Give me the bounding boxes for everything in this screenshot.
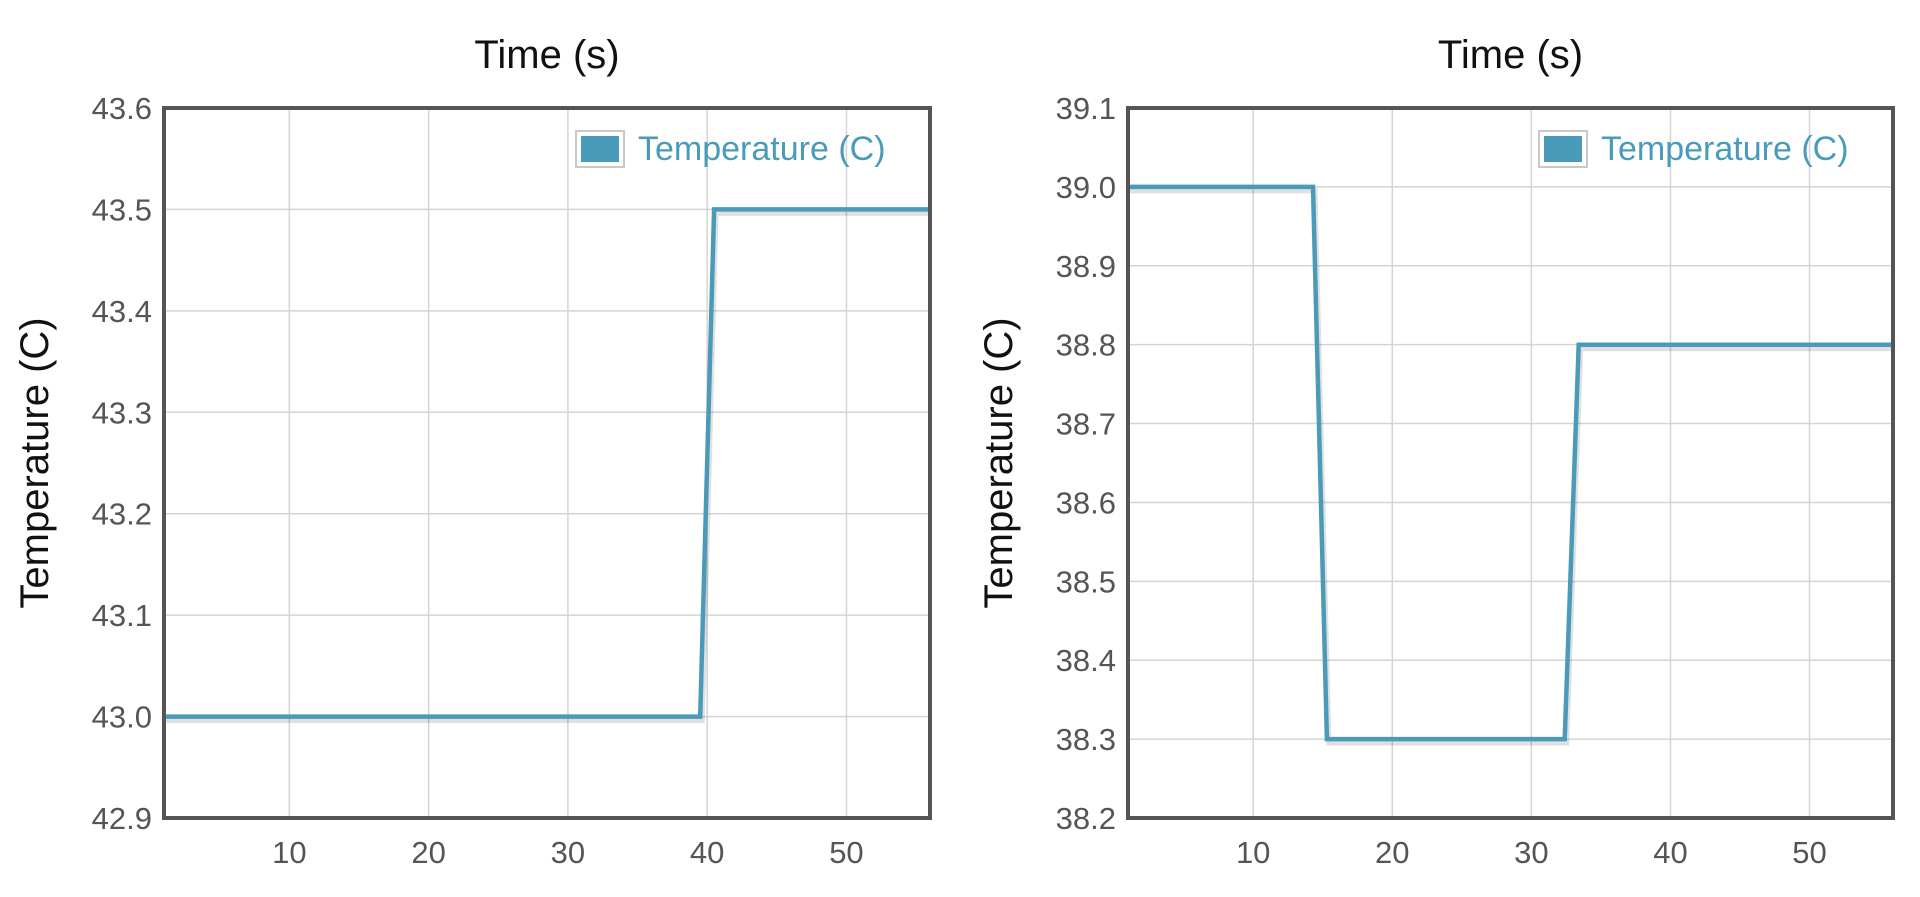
y-axis-label: Temperature (C) bbox=[977, 317, 1021, 608]
chart-panel-1: 42.9 43.0 43.1 43.2 43.3 43.4 43.5 43.6 10 20 30 40… bbox=[13, 33, 932, 870]
series-line-1 bbox=[1128, 184, 1893, 742]
plot-area bbox=[1128, 108, 1893, 818]
plot-frame bbox=[1126, 106, 1895, 820]
y-tick-label: 38.8 bbox=[1056, 328, 1116, 363]
x-tick-label: 50 bbox=[829, 835, 863, 870]
x-tick-label: 30 bbox=[551, 835, 585, 870]
legend: Temperature (C) bbox=[575, 130, 886, 168]
x-tick-label: 40 bbox=[1653, 835, 1687, 870]
y-tick-label: 43.5 bbox=[92, 192, 152, 227]
legend-label: Temperature (C) bbox=[1601, 130, 1849, 168]
legend: Temperature (C) bbox=[1538, 130, 1849, 168]
y-tick-label: 43.1 bbox=[92, 598, 152, 633]
x-tick-label: 30 bbox=[1514, 835, 1548, 870]
legend-label: Temperature (C) bbox=[638, 130, 886, 168]
y-tick-label: 38.7 bbox=[1056, 407, 1116, 442]
x-tick-label: 10 bbox=[1236, 835, 1270, 870]
chart-panel-2: 38.2 38.3 38.4 38.5 38.6 38.7 38.8 38.9 39.0 39.1… bbox=[977, 33, 1895, 870]
chart-title: Time (s) bbox=[474, 33, 619, 77]
y-tick-label: 43.6 bbox=[92, 91, 152, 126]
plot-area bbox=[164, 108, 930, 818]
chart-title: Time (s) bbox=[1438, 33, 1583, 77]
x-tick-label: 10 bbox=[272, 835, 306, 870]
plot-frame bbox=[162, 106, 932, 820]
legend-swatch bbox=[581, 136, 619, 162]
y-tick-label: 39.0 bbox=[1056, 170, 1116, 205]
x-tick-label: 20 bbox=[1375, 835, 1409, 870]
x-tick-label: 40 bbox=[690, 835, 724, 870]
legend-swatch bbox=[1544, 136, 1582, 162]
y-axis-label: Temperature (C) bbox=[13, 317, 57, 608]
x-tick-label: 50 bbox=[1792, 835, 1826, 870]
y-tick-label: 43.4 bbox=[92, 294, 152, 329]
y-tick-label: 43.3 bbox=[92, 395, 152, 430]
y-tick-label: 43.2 bbox=[92, 497, 152, 532]
series-line-1 bbox=[164, 207, 930, 719]
y-tick-label: 38.6 bbox=[1056, 485, 1116, 520]
y-tick-label: 38.2 bbox=[1056, 801, 1116, 836]
y-tick-label: 43.0 bbox=[92, 700, 152, 735]
series-line-shadow bbox=[1130, 188, 1895, 746]
y-tick-label: 38.3 bbox=[1056, 722, 1116, 757]
x-tick-label: 20 bbox=[411, 835, 445, 870]
y-tick-label: 38.5 bbox=[1056, 564, 1116, 599]
y-tick-label: 38.4 bbox=[1056, 643, 1116, 678]
y-tick-label: 38.9 bbox=[1056, 249, 1116, 284]
y-tick-label: 39.1 bbox=[1056, 91, 1116, 126]
y-tick-label: 42.9 bbox=[92, 801, 152, 836]
